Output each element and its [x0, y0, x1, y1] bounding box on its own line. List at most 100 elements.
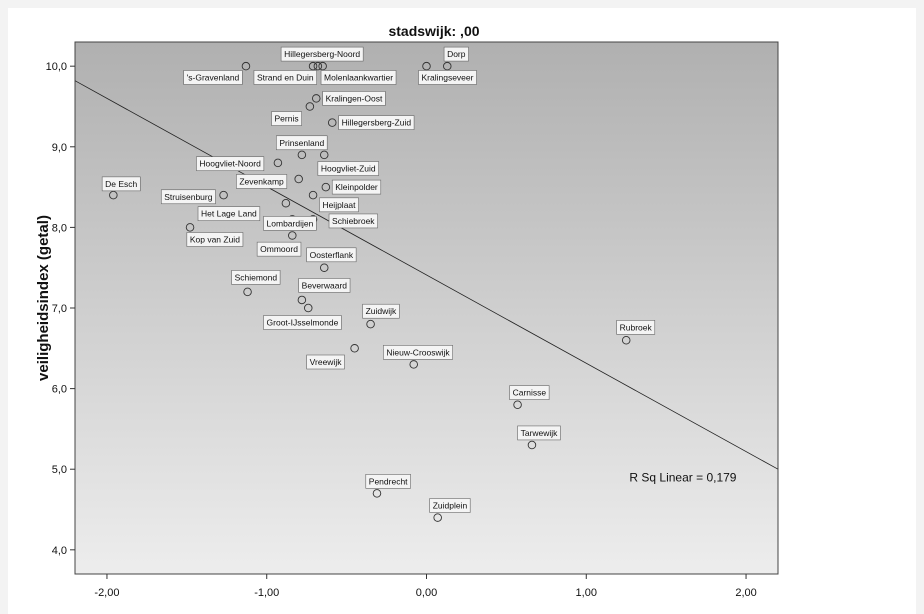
point-label-text: Beverwaard [302, 280, 348, 290]
x-tick-label: -1,00 [254, 587, 279, 599]
point-label: Tarwewijk [517, 425, 561, 441]
data-point [281, 198, 291, 208]
point-label: Zuidplein [429, 498, 471, 513]
data-point [185, 223, 195, 232]
point-label: Molenlaankwartier [320, 70, 397, 85]
point-label-text: Strand en Duin [257, 72, 314, 82]
points-layer [109, 61, 631, 522]
point-label-box [517, 425, 561, 441]
data-point [527, 440, 537, 450]
data-point [372, 489, 382, 498]
point-label-box [271, 111, 302, 126]
point-label-box [317, 161, 379, 176]
point-label: Hillegersberg-Noord [280, 46, 364, 62]
point-label-box [197, 206, 261, 221]
point-label-box [196, 156, 265, 172]
data-point [350, 344, 359, 353]
point-label: Groot-IJsselmonde [263, 315, 342, 330]
point-label-box [263, 216, 317, 231]
point-label-box [236, 174, 288, 189]
point-label-box [253, 70, 317, 85]
point-label-text: Hillegersberg-Noord [284, 49, 360, 59]
point-label-text: Kleinpolder [335, 182, 378, 192]
data-point [321, 182, 331, 192]
point-label-box [280, 46, 364, 62]
y-axis: 4,0 5,0 6,0 7,0 8,0 9,0 10,0 [46, 61, 75, 557]
point-label: Kralingen-Oost [322, 91, 386, 106]
point-label-box [418, 70, 477, 85]
point-label-box [231, 270, 281, 285]
x-tick-label: -2,00 [94, 587, 119, 599]
point-label-text: Hillegersberg-Zuid [342, 118, 412, 128]
labels-layer: Hillegersberg-Noord Dorp 's-Gravenland Stra… [101, 46, 656, 513]
point-label-box [186, 232, 244, 247]
point-label-text: 's-Gravenland [187, 72, 240, 82]
point-label-text: Tarwewijk [521, 428, 559, 438]
point-label: Kop van Zuid [186, 232, 244, 247]
point-label-text: Pendrecht [369, 476, 408, 486]
y-tick-label: 9,0 [52, 142, 67, 154]
point-label: Lombardijen [263, 216, 317, 231]
regression-fit-line [74, 80, 779, 470]
y-axis-label: veiligheidsindex (getal) [35, 215, 52, 381]
data-point [297, 150, 307, 160]
y-tick-label: 7,0 [52, 303, 67, 315]
point-label: Strand en Duin [253, 70, 317, 85]
point-label-text: Prinsenland [279, 138, 324, 148]
data-point [288, 231, 297, 240]
data-point [513, 400, 522, 409]
data-point [304, 303, 313, 313]
point-label-box [160, 189, 216, 205]
point-label-text: Hoogvliet-Zuid [321, 164, 376, 174]
point-label: Schiemond [231, 270, 281, 285]
point-label: Pendrecht [365, 474, 411, 489]
data-point [243, 287, 252, 297]
point-label-box [101, 176, 141, 192]
point-label-text: Vreewijk [310, 357, 343, 367]
point-label: De Esch [101, 176, 141, 192]
point-label-box [509, 385, 550, 400]
data-point [305, 102, 315, 111]
point-label: Ommoord [256, 241, 302, 257]
point-label-text: Rubroek [620, 322, 653, 332]
point-label-box [276, 135, 328, 151]
point-label: Prinsenland [276, 135, 328, 151]
point-label: Struisenburg [160, 189, 216, 205]
data-point [308, 190, 318, 200]
point-label-text: Kop van Zuid [190, 234, 240, 244]
point-label-text: Zuidwijk [366, 306, 397, 316]
point-label: Hoogvliet-Zuid [317, 161, 379, 176]
point-label-box [383, 345, 453, 360]
point-label-box [616, 320, 656, 335]
data-point [241, 61, 251, 71]
point-label-text: Kralingseveer [422, 72, 474, 82]
data-point [319, 263, 329, 272]
point-label-text: Schiebroek [332, 216, 375, 226]
x-tick-label: 0,00 [416, 587, 437, 599]
point-label-box [320, 70, 397, 85]
y-tick-label: 6,0 [52, 384, 67, 396]
point-label-box [263, 315, 342, 330]
data-point [621, 335, 631, 345]
point-label-box [256, 241, 302, 257]
point-label-box [331, 179, 382, 195]
point-label-box [338, 115, 415, 130]
data-point [327, 118, 337, 127]
point-label-text: Nieuw-Crooswijk [386, 347, 450, 357]
y-tick-label: 4,0 [52, 545, 67, 557]
point-label: Kleinpolder [331, 179, 382, 195]
point-label: 's-Gravenland [183, 70, 243, 85]
point-label: Heijplaat [319, 197, 359, 213]
point-label: Hoogvliet-Noord [196, 156, 265, 172]
point-label: Pernis [271, 111, 302, 126]
point-label-text: De Esch [105, 179, 137, 189]
point-label-text: Struisenburg [164, 192, 212, 202]
plot-area [74, 41, 779, 575]
point-label-box [298, 278, 351, 293]
point-label: Beverwaard [298, 278, 351, 293]
data-point [319, 150, 329, 160]
data-point [273, 158, 283, 168]
y-tick-label: 5,0 [52, 464, 67, 476]
point-label-text: Groot-IJsselmonde [267, 318, 339, 328]
x-tick-label: 2,00 [735, 587, 756, 599]
